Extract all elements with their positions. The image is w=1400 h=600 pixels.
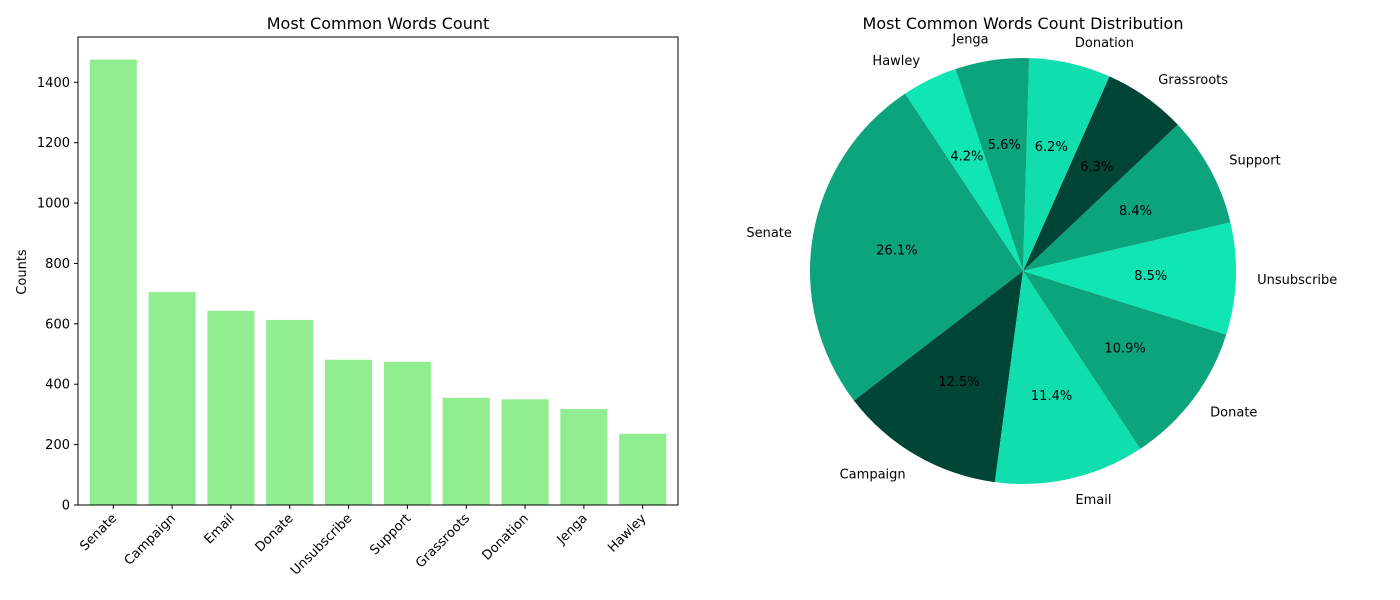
x-tick-label: Jenga [554, 511, 591, 548]
slice-label: Campaign [840, 467, 906, 482]
slice-donation [1023, 58, 1110, 272]
slice-percent-label: 12.5% [938, 375, 979, 390]
bar-senate [89, 59, 137, 505]
y-tick-label: 1200 [37, 136, 70, 151]
slice-percent-label: 26.1% [876, 243, 917, 258]
bar-support [383, 361, 431, 505]
bar-chart: Most Common Words Count 0 200 400 600 800 100… [15, 14, 679, 579]
slice-hawley [905, 69, 1023, 272]
bar-grassroots [442, 397, 490, 505]
slice-label: Grassroots [1158, 73, 1228, 88]
slice-label: Hawley [872, 54, 920, 69]
bar-plot-frame [77, 36, 679, 506]
y-tick-label: 800 [45, 257, 70, 272]
slice-percent-label: 5.6% [988, 138, 1021, 153]
slice-unsubscribe [1023, 222, 1237, 335]
slice-percent-label: 6.3% [1080, 160, 1113, 175]
x-tick-label: Senate [77, 511, 120, 554]
pie-chart-title: Most Common Words Count Distribution [863, 14, 1184, 33]
slice-percent-label: 8.4% [1119, 204, 1152, 219]
slice-label: Email [1075, 493, 1111, 508]
y-tick-label: 0 [62, 499, 70, 514]
y-tick-label: 400 [45, 378, 70, 393]
slice-donate [1023, 271, 1227, 449]
x-tick-label: Donation [480, 511, 532, 563]
pie-chart: Most Common Words Count Distribution Sen… [746, 14, 1337, 508]
slice-support [1023, 124, 1231, 272]
slice-campaign [853, 271, 1023, 483]
bar-plot-area: 0 200 400 600 800 1000 1200 1400 Senate Campaign E… [37, 36, 679, 579]
slice-senate [810, 93, 1023, 401]
bar-campaign [148, 292, 196, 505]
x-tick-label: Grassroots [413, 511, 473, 571]
y-tick-label: 600 [45, 317, 70, 332]
bar-hawley [619, 433, 667, 505]
y-axis-label: Counts [15, 249, 30, 295]
x-tick-label: Email [202, 511, 238, 547]
bar-unsubscribe [325, 359, 373, 505]
x-tick-label: Campaign [122, 511, 179, 568]
slice-percent-label: 10.9% [1104, 341, 1145, 356]
y-tick-label: 1000 [37, 197, 70, 212]
bar-donate [266, 319, 314, 505]
slice-percent-label: 11.4% [1031, 389, 1072, 404]
slice-percent-label: 8.5% [1134, 269, 1167, 284]
slice-label: Donate [1210, 405, 1257, 420]
y-tick-label: 200 [45, 438, 70, 453]
slice-label: Senate [746, 226, 792, 241]
slice-label: Support [1229, 153, 1280, 168]
x-tick-label: Donate [253, 511, 297, 555]
bar-email [207, 310, 255, 505]
x-tick-label: Unsubscribe [288, 511, 355, 578]
slice-label: Donation [1075, 36, 1134, 51]
x-tick-label: Hawley [605, 511, 650, 556]
slice-email [994, 271, 1141, 484]
pie-plot-area: Senate 26.1% Campaign 12.5% Email 11.4% Donate… [746, 33, 1337, 508]
slice-label: Unsubscribe [1257, 273, 1337, 288]
bar-donation [501, 399, 549, 505]
slice-label: Jenga [951, 33, 988, 48]
slice-jenga [955, 58, 1030, 271]
slice-percent-label: 4.2% [950, 150, 983, 165]
x-tick-label: Support [367, 511, 414, 558]
y-tick-label: 1400 [37, 76, 70, 91]
bar-chart-title: Most Common Words Count [267, 14, 490, 33]
slice-percent-label: 6.2% [1035, 140, 1068, 155]
bar-jenga [560, 408, 608, 505]
slice-grassroots [1023, 76, 1178, 271]
